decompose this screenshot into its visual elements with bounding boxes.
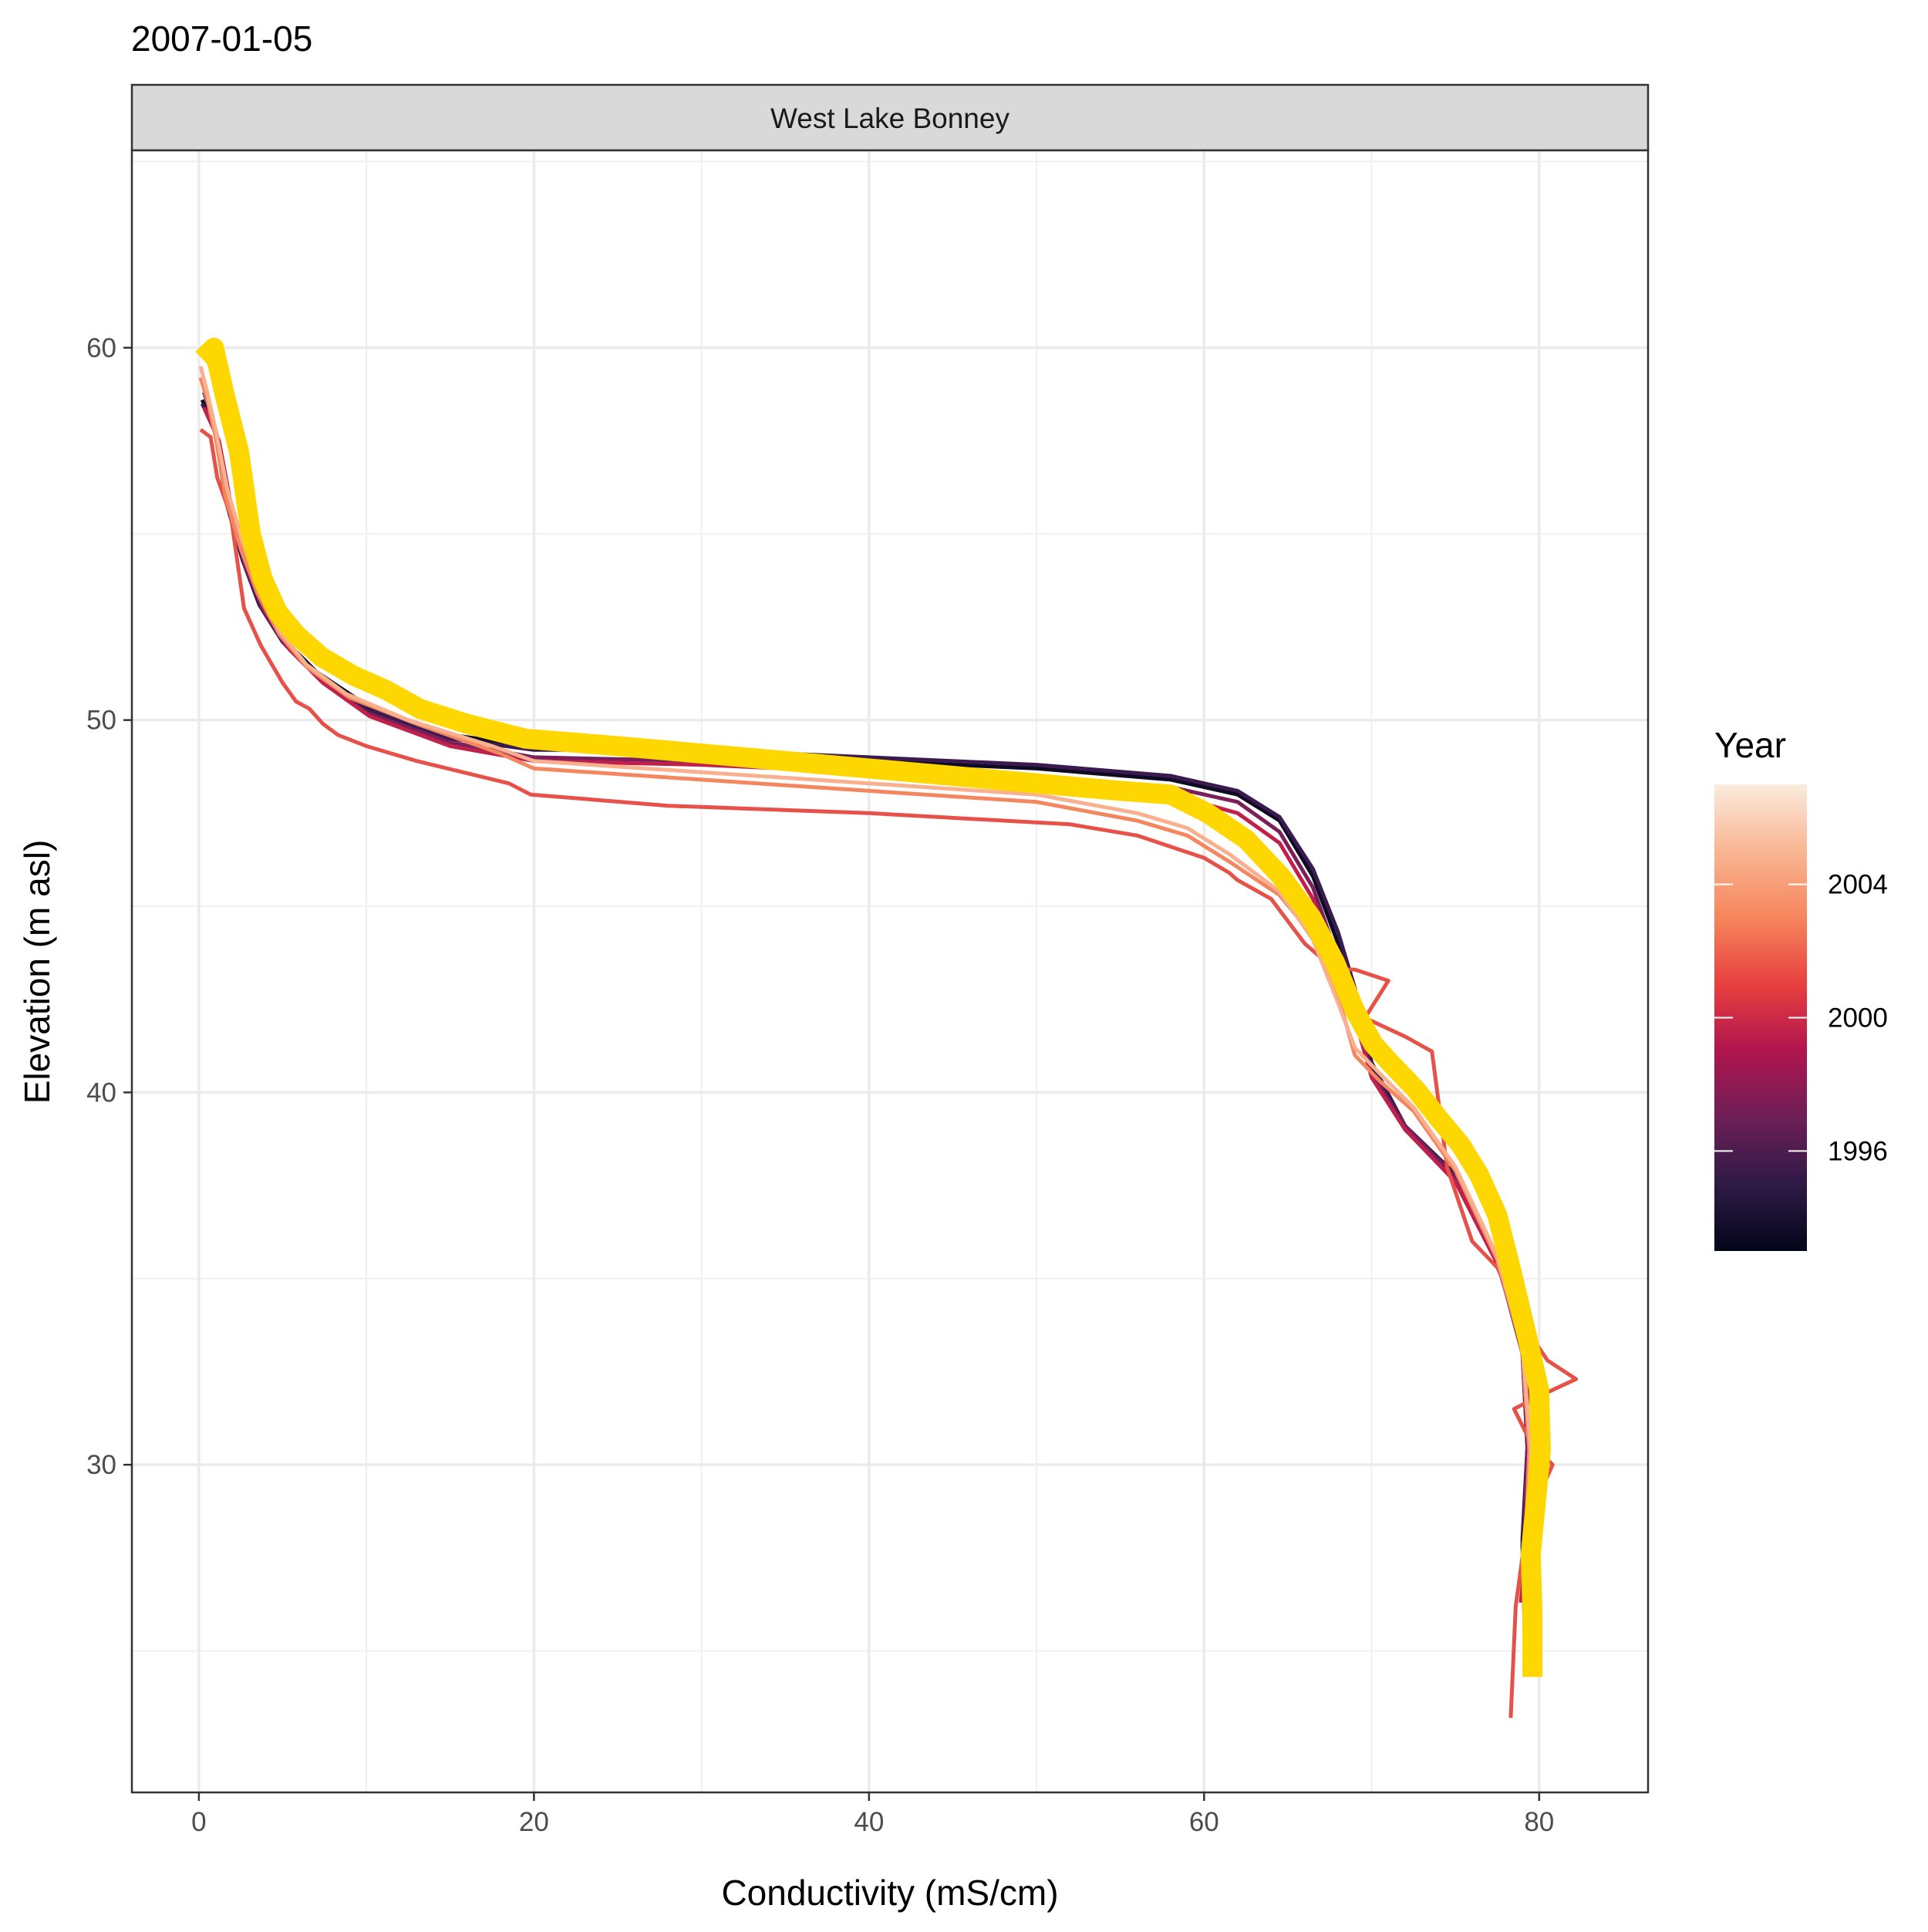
- x-tick-label: 80: [1524, 1807, 1554, 1837]
- legend-label: 2000: [1828, 1003, 1888, 1033]
- x-axis: 0 20 40 60 80: [191, 1792, 1554, 1837]
- y-tick-label: 40: [86, 1077, 116, 1108]
- highlight-line: [195, 337, 1551, 1677]
- series-line-2002: [199, 428, 1579, 1718]
- plot-panel: [132, 150, 1648, 1792]
- y-axis-title: Elevation (m asl): [17, 840, 57, 1104]
- legend-label: 1996: [1828, 1136, 1888, 1166]
- facet-strip: [130, 83, 1650, 152]
- x-tick-label: 60: [1189, 1807, 1219, 1837]
- facet-label: West Lake Bonney: [770, 103, 1010, 134]
- highlight-profile-line: [195, 337, 1551, 1677]
- x-axis-title: Conductivity (mS/cm): [721, 1873, 1058, 1913]
- x-tick-label: 40: [854, 1807, 884, 1837]
- x-tick-label: 0: [191, 1807, 206, 1837]
- minor-gridlines: [132, 150, 1648, 1792]
- legend-label: 2004: [1828, 870, 1888, 900]
- y-tick-label: 50: [86, 706, 116, 736]
- x-tick-label: 20: [519, 1807, 549, 1837]
- legend-ticks: 1996 2000 2004: [1714, 870, 1888, 1166]
- chart-title: 2007-01-05: [131, 19, 312, 59]
- y-axis: 30 40 50 60: [86, 333, 132, 1480]
- legend-title: Year: [1714, 725, 1786, 765]
- y-tick-label: 30: [86, 1450, 116, 1480]
- legend: Year 1996 2000 2004: [1714, 725, 1888, 1251]
- y-tick-label: 60: [86, 333, 116, 363]
- panel-border: [130, 149, 1650, 1794]
